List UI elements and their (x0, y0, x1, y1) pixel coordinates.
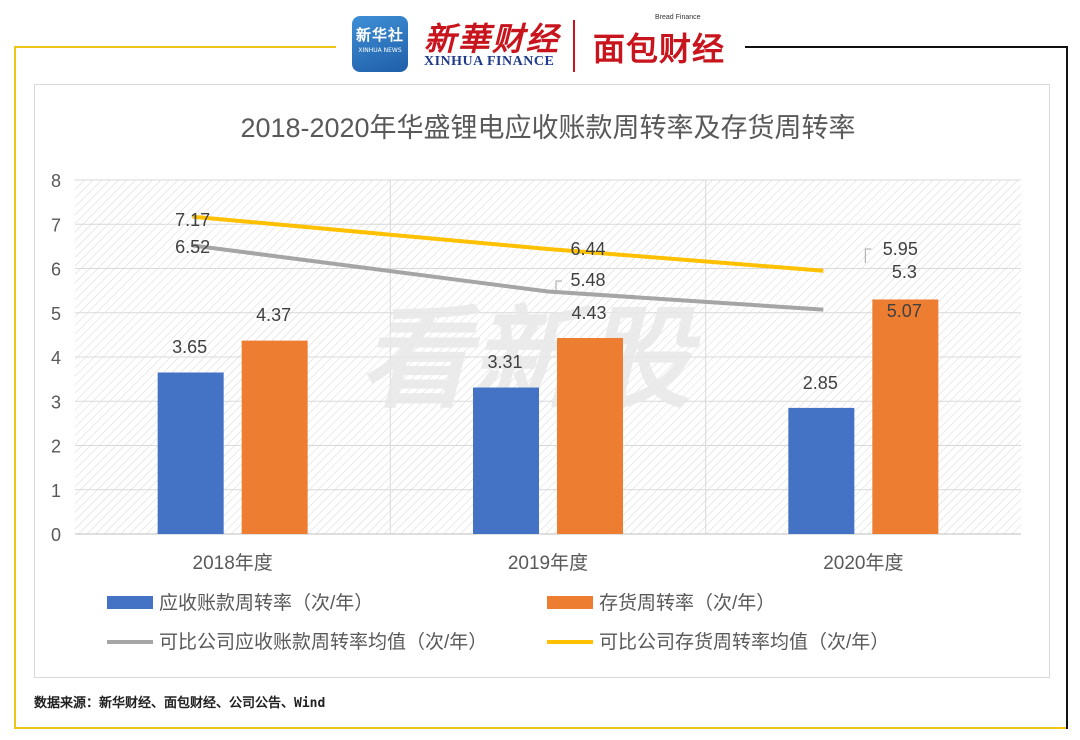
xinhua-finance-logo-cn: 新華财经 (424, 20, 561, 58)
data-label-inventory: 4.37 (256, 305, 291, 325)
x-category-label: 2018年度 (193, 552, 273, 574)
y-tick-label: 0 (51, 525, 61, 545)
y-tick-label: 6 (51, 260, 61, 280)
frame-top-left (14, 46, 336, 48)
legend-label: 存货周转率（次/年） (599, 592, 775, 614)
chart-container: 2018-2020年华盛锂电应收账款周转率及存货周转率 0 1 2 3 4 5 6 7 8 看新股 3… (34, 84, 1050, 678)
frame-bottom (14, 727, 1068, 729)
bar-receivable (473, 387, 539, 534)
line-peer-inventory (192, 214, 824, 273)
xinhua-badge-cn: 新华社 (355, 26, 404, 44)
y-tick-label: 1 (51, 481, 61, 501)
bar-inventory (872, 299, 939, 534)
y-tick-label: 7 (51, 215, 61, 235)
x-category-label: 2020年度 (823, 552, 903, 574)
line-peer-receivable (192, 243, 824, 312)
data-label-receivable: 2.85 (803, 373, 838, 393)
data-label-receivable: 3.65 (172, 337, 207, 357)
xinhua-news-logo: 新华社 XINHUA NEWS (352, 16, 408, 72)
legend-swatch-bar (107, 596, 153, 609)
bar-receivable (788, 407, 855, 534)
legend-label: 应收账款周转率（次/年） (159, 592, 373, 614)
logo-separator (573, 20, 575, 72)
y-tick-label: 2 (51, 437, 61, 457)
y-tick-label: 5 (51, 304, 61, 324)
frame-top-right (745, 46, 1068, 48)
chart-svg: 2018-2020年华盛锂电应收账款周转率及存货周转率012345678看新股3… (51, 113, 1021, 653)
leader-line (555, 280, 562, 291)
leader-line (864, 248, 872, 263)
frame-left (14, 46, 16, 728)
data-label-peer-inventory: 6.44 (570, 239, 605, 259)
x-category-label: 2019年度 (508, 552, 588, 574)
bread-finance-logo-en: Bread Finance (655, 14, 701, 21)
xinhua-badge-en: XINHUA NEWS (358, 47, 402, 54)
y-tick-label: 3 (51, 392, 61, 412)
bar-inventory (557, 337, 623, 534)
data-label-peer-receivable: 6.52 (175, 237, 210, 257)
frame-right (1066, 46, 1068, 729)
y-tick-label: 4 (51, 348, 61, 368)
data-label-peer-receivable: 5.07 (887, 301, 922, 321)
legend-swatch-bar (547, 596, 593, 609)
bar-receivable (157, 372, 224, 534)
data-label-inventory: 5.3 (892, 262, 917, 282)
xinhua-finance-logo-en: XINHUA FINANCE (424, 54, 555, 69)
y-tick-label: 8 (51, 171, 61, 191)
bar-inventory (241, 340, 308, 534)
legend-label: 可比公司应收账款周转率均值（次/年） (159, 631, 487, 653)
data-label-receivable: 3.31 (487, 352, 522, 372)
legend-label: 可比公司存货周转率均值（次/年） (599, 631, 889, 653)
data-source-note: 数据来源：新华财经、面包财经、公司公告、Wind (34, 696, 326, 711)
data-label-peer-inventory: 5.95 (883, 239, 918, 259)
data-label-inventory: 4.43 (571, 303, 606, 323)
data-label-peer-receivable: 5.48 (570, 270, 605, 290)
chart-title: 2018-2020年华盛锂电应收账款周转率及存货周转率 (240, 113, 855, 143)
bread-finance-logo-cn: 面包财经 (593, 30, 726, 68)
data-label-peer-inventory: 7.17 (175, 210, 210, 230)
